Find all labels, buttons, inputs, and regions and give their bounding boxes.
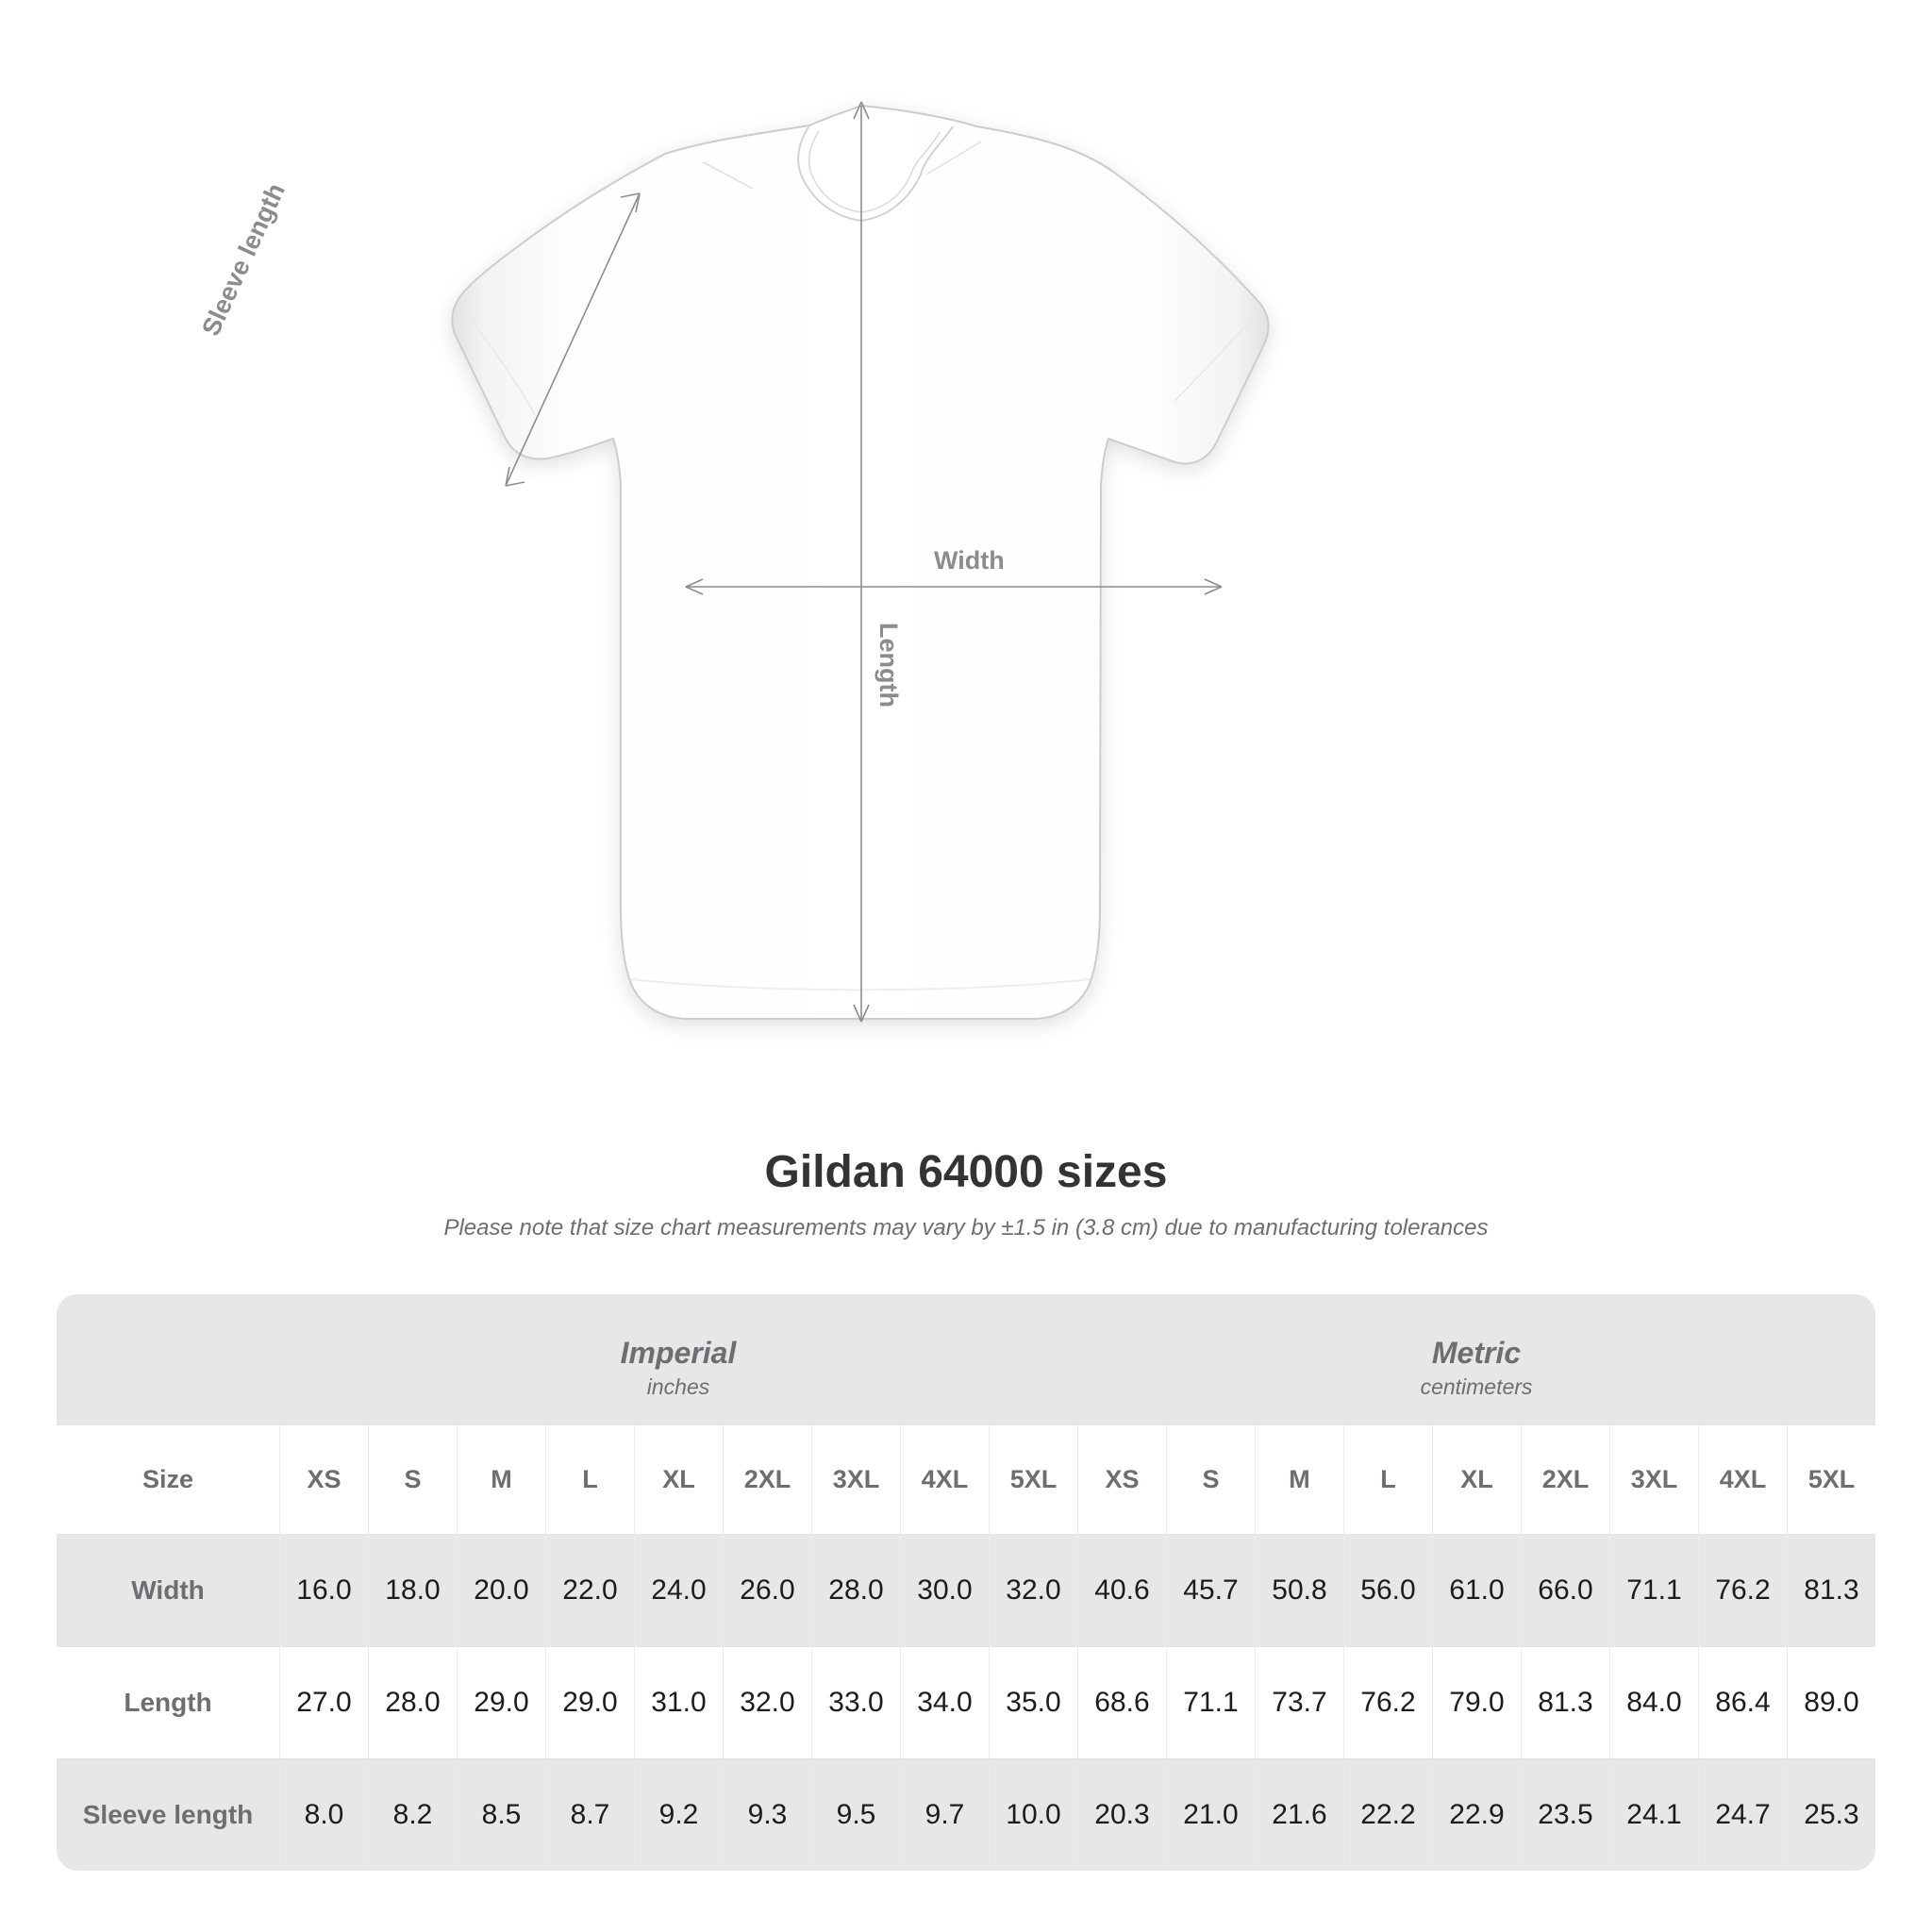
svg-text:Sleeve length: Sleeve length bbox=[196, 179, 291, 341]
svg-text:Width: Width bbox=[934, 546, 1005, 575]
svg-text:Length: Length bbox=[874, 623, 903, 708]
